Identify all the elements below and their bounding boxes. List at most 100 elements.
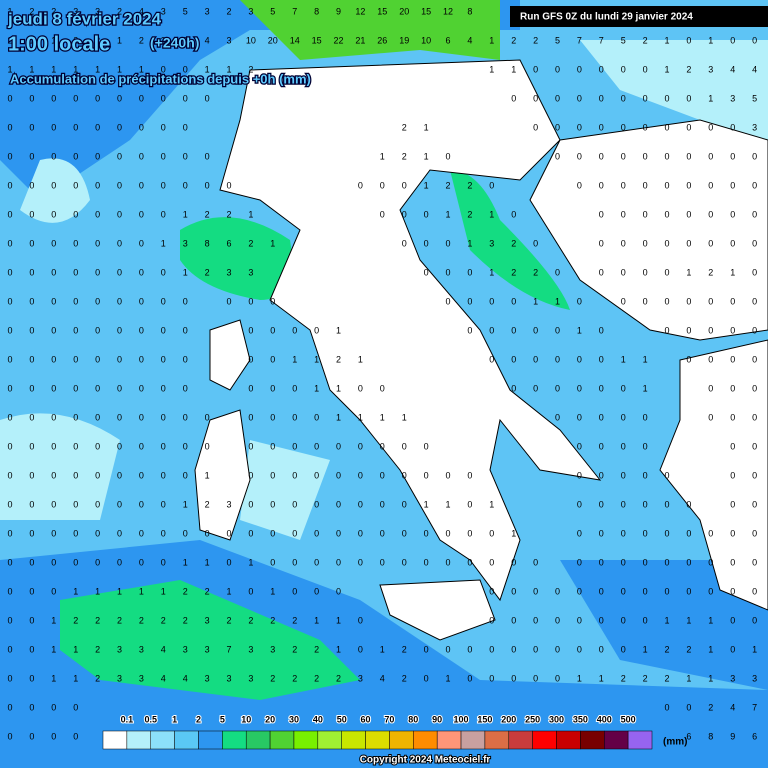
grid-value: 0 — [7, 673, 12, 683]
grid-value: 2 — [248, 64, 253, 74]
grid-value: 0 — [577, 412, 582, 422]
grid-value: 0 — [708, 122, 713, 132]
copyright: Copyright 2024 Meteociel.fr — [360, 755, 491, 766]
grid-value: 8 — [467, 6, 472, 16]
legend-label: 400 — [597, 714, 612, 724]
grid-value: 0 — [95, 528, 100, 538]
grid-value: 1 — [577, 325, 582, 335]
grid-value: 0 — [555, 93, 560, 103]
grid-value: 0 — [139, 325, 144, 335]
grid-value: 0 — [511, 557, 516, 567]
grid-value: 0 — [161, 557, 166, 567]
grid-value: 0 — [643, 586, 648, 596]
grid-value: 1 — [161, 238, 166, 248]
grid-value: 0 — [183, 122, 188, 132]
grid-value: 0 — [643, 122, 648, 132]
grid-value: 0 — [292, 499, 297, 509]
grid-value: 0 — [752, 441, 757, 451]
grid-value: 0 — [314, 441, 319, 451]
grid-value: 0 — [511, 93, 516, 103]
grid-value: 3 — [752, 122, 757, 132]
grid-value: 1 — [489, 35, 494, 45]
grid-value: 0 — [7, 238, 12, 248]
legend-swatch — [389, 730, 414, 750]
grid-value: 0 — [95, 122, 100, 132]
grid-value: 2 — [402, 122, 407, 132]
grid-value: 0 — [358, 557, 363, 567]
grid-value: 4 — [730, 702, 735, 712]
grid-value: 5 — [555, 35, 560, 45]
grid-value: 0 — [708, 180, 713, 190]
grid-value: 0 — [314, 412, 319, 422]
grid-value: 1 — [621, 354, 626, 364]
grid-value: 0 — [139, 296, 144, 306]
grid-value: 2 — [161, 615, 166, 625]
grid-value: 0 — [402, 180, 407, 190]
grid-value: 0 — [621, 209, 626, 219]
grid-value: 0 — [51, 180, 56, 190]
grid-value: 0 — [730, 151, 735, 161]
grid-value: 0 — [643, 64, 648, 74]
grid-value: 0 — [599, 238, 604, 248]
grid-value: 19 — [399, 35, 409, 45]
grid-value: 2 — [292, 644, 297, 654]
grid-value: 0 — [730, 586, 735, 596]
grid-value: 0 — [380, 499, 385, 509]
legend-swatch — [604, 730, 629, 750]
grid-value: 0 — [117, 499, 122, 509]
grid-value: 3 — [139, 644, 144, 654]
grid-value: 0 — [489, 673, 494, 683]
grid-value: 9 — [730, 731, 735, 741]
grid-value: 0 — [489, 615, 494, 625]
grid-value: 0 — [51, 441, 56, 451]
grid-value: 0 — [621, 412, 626, 422]
grid-value: 2 — [314, 644, 319, 654]
grid-value: 2 — [664, 644, 669, 654]
grid-value: 0 — [511, 209, 516, 219]
grid-value: 3 — [270, 644, 275, 654]
grid-value: 0 — [664, 325, 669, 335]
grid-value: 0 — [555, 644, 560, 654]
grid-value: 0 — [7, 586, 12, 596]
grid-value: 3 — [226, 673, 231, 683]
grid-value: 2 — [51, 6, 56, 16]
grid-value: 0 — [248, 499, 253, 509]
grid-value: 0 — [161, 470, 166, 480]
grid-value: 1 — [380, 151, 385, 161]
grid-value: 3 — [95, 6, 100, 16]
grid-value: 0 — [664, 93, 669, 103]
grid-value: 0 — [752, 586, 757, 596]
grid-value: 0 — [117, 151, 122, 161]
grid-value: 0 — [95, 93, 100, 103]
grid-value: 0 — [730, 354, 735, 364]
grid-value: 0 — [183, 383, 188, 393]
grid-value: 1 — [467, 238, 472, 248]
grid-value: 0 — [314, 528, 319, 538]
grid-value: 0 — [336, 586, 341, 596]
grid-value: 0 — [424, 528, 429, 538]
grid-value: 2 — [205, 209, 210, 219]
grid-value: 15 — [312, 35, 322, 45]
grid-value: 3 — [205, 673, 210, 683]
grid-value: 0 — [117, 296, 122, 306]
grid-value: 0 — [708, 586, 713, 596]
grid-value: 0 — [533, 644, 538, 654]
grid-value: 0 — [643, 93, 648, 103]
grid-value: 4 — [161, 644, 166, 654]
grid-value: 0 — [686, 325, 691, 335]
grid-value: 2 — [95, 35, 100, 45]
grid-value: 0 — [533, 383, 538, 393]
legend-label: 20 — [265, 714, 275, 724]
grid-value: 0 — [95, 325, 100, 335]
grid-value: 1 — [686, 267, 691, 277]
grid-value: 0 — [708, 325, 713, 335]
grid-value: 0 — [467, 557, 472, 567]
grid-value: 0 — [643, 557, 648, 567]
grid-value: 0 — [183, 64, 188, 74]
grid-value: 0 — [73, 122, 78, 132]
grid-value: 0 — [467, 325, 472, 335]
grid-value: 0 — [708, 412, 713, 422]
grid-value: 0 — [489, 644, 494, 654]
grid-value: 2 — [511, 238, 516, 248]
grid-value: 0 — [577, 586, 582, 596]
